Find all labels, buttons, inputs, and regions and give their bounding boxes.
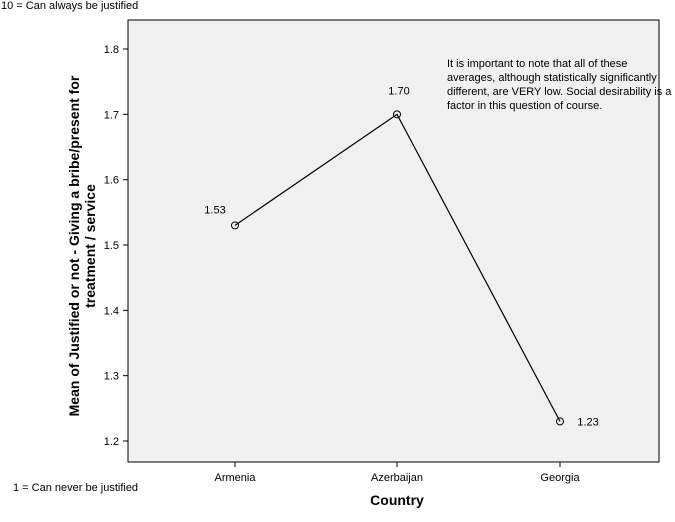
y-tick-label: 1.5: [104, 240, 119, 252]
x-tick-label: Armenia: [215, 472, 257, 484]
y-axis-title: Mean of Justified or not - Giving a brib…: [66, 75, 98, 417]
y-tick-label: 1.7: [104, 109, 119, 121]
data-label: 1.53: [204, 204, 225, 216]
data-point-marker: [556, 417, 564, 426]
chart-annotation: It is important to note that all of thes…: [447, 58, 672, 112]
y-tick-label: 1.8: [104, 44, 119, 56]
y-tick-label: 1.2: [104, 436, 119, 448]
plot-area: [127, 19, 660, 463]
scale-note-bottom: 1 = Can never be justified: [13, 482, 139, 494]
x-axis-title: Country: [370, 492, 424, 508]
data-point-marker: [231, 221, 239, 230]
x-tick-label: Azerbaijan: [371, 472, 423, 484]
y-tick-label: 1.3: [104, 371, 119, 383]
scale-note-top: 10 = Can always be justified: [1, 0, 139, 12]
data-label: 1.70: [388, 85, 409, 97]
data-label: 1.23: [577, 416, 598, 428]
data-point-marker: [393, 110, 401, 119]
series-line: [234, 113, 561, 422]
y-tick-label: 1.6: [104, 175, 119, 187]
y-tick-label: 1.4: [104, 305, 119, 317]
x-tick-label: Georgia: [540, 472, 580, 484]
